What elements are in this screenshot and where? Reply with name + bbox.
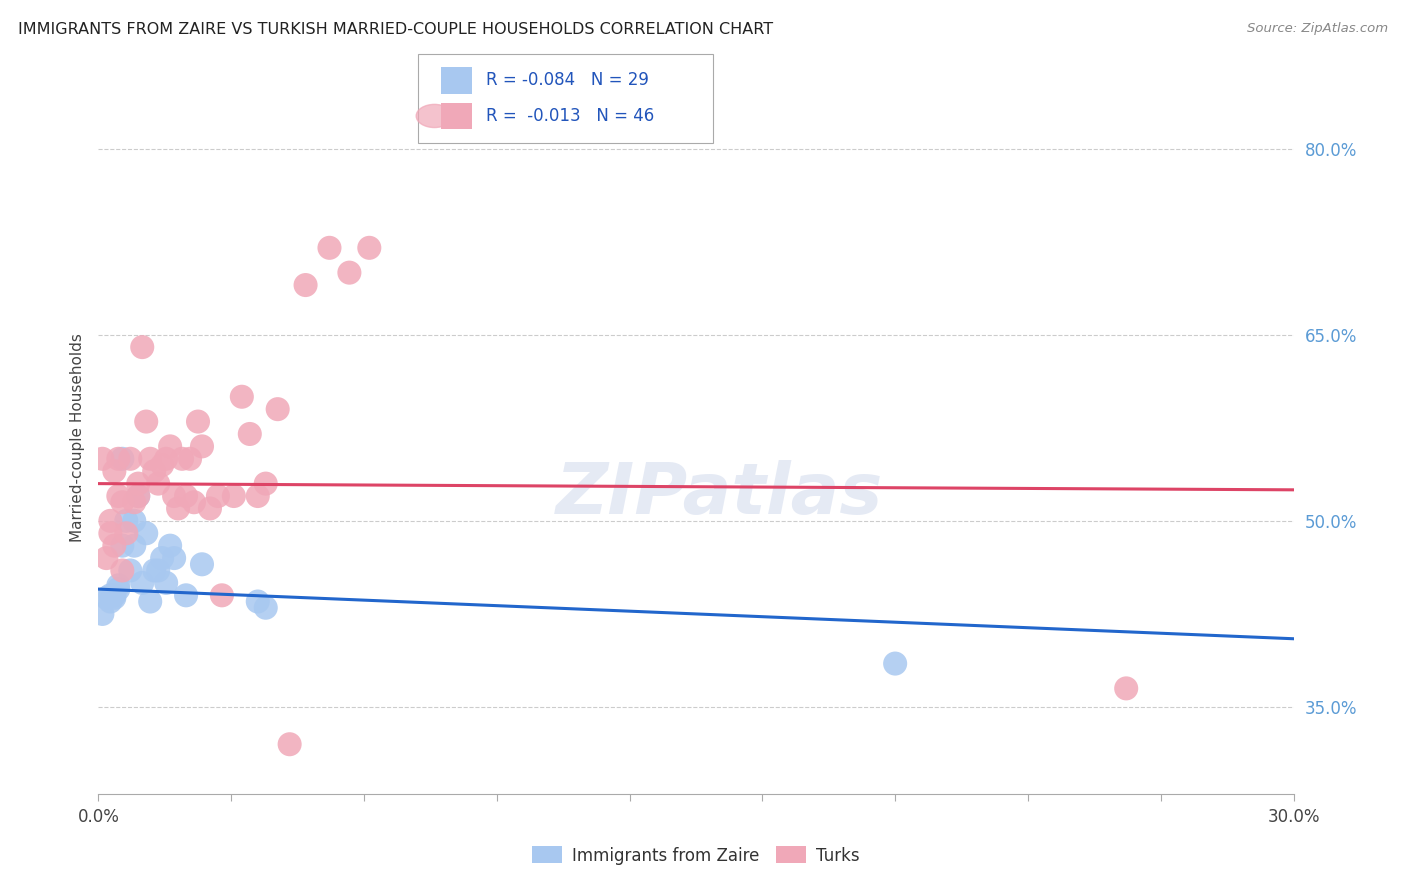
Point bbox=[115, 514, 138, 528]
Y-axis label: Married-couple Households: Married-couple Households bbox=[69, 333, 84, 541]
Point bbox=[91, 451, 114, 466]
Point bbox=[155, 451, 177, 466]
Point bbox=[124, 514, 146, 528]
Point bbox=[115, 526, 138, 541]
Text: ZIPatlas: ZIPatlas bbox=[557, 459, 883, 529]
Point bbox=[172, 451, 194, 466]
Point bbox=[1115, 681, 1137, 696]
Point bbox=[98, 514, 122, 528]
Point bbox=[124, 539, 146, 553]
Point bbox=[231, 390, 253, 404]
Point bbox=[163, 489, 186, 503]
Text: Source: ZipAtlas.com: Source: ZipAtlas.com bbox=[1247, 22, 1388, 36]
Point bbox=[254, 476, 277, 491]
Point bbox=[191, 439, 214, 453]
Point bbox=[103, 591, 125, 605]
Text: R = -0.084   N = 29: R = -0.084 N = 29 bbox=[486, 71, 650, 89]
Point bbox=[143, 564, 166, 578]
Point bbox=[143, 464, 166, 478]
Point bbox=[103, 464, 125, 478]
Point bbox=[103, 539, 125, 553]
Point bbox=[239, 427, 262, 442]
Point bbox=[159, 539, 181, 553]
Point bbox=[278, 737, 301, 751]
Point bbox=[198, 501, 221, 516]
Point bbox=[174, 588, 197, 602]
Point bbox=[111, 564, 134, 578]
Point bbox=[131, 575, 153, 590]
Point bbox=[124, 495, 146, 509]
Point bbox=[139, 451, 162, 466]
Point bbox=[91, 607, 114, 621]
Point bbox=[127, 489, 149, 503]
Point bbox=[96, 591, 118, 605]
Point bbox=[187, 415, 209, 429]
Point bbox=[359, 241, 381, 255]
Point bbox=[148, 476, 170, 491]
Point bbox=[246, 489, 269, 503]
Point bbox=[111, 451, 134, 466]
Point bbox=[155, 575, 177, 590]
Point bbox=[167, 501, 190, 516]
Point bbox=[191, 558, 214, 572]
Point bbox=[148, 564, 170, 578]
Point bbox=[139, 594, 162, 608]
Point bbox=[174, 489, 197, 503]
Point bbox=[179, 451, 201, 466]
Point bbox=[107, 489, 129, 503]
Point bbox=[135, 526, 157, 541]
Point bbox=[107, 582, 129, 596]
Point bbox=[222, 489, 245, 503]
Point bbox=[246, 594, 269, 608]
Point bbox=[163, 551, 186, 566]
Point bbox=[96, 551, 118, 566]
Point bbox=[127, 476, 149, 491]
Point bbox=[159, 439, 181, 453]
Text: IMMIGRANTS FROM ZAIRE VS TURKISH MARRIED-COUPLE HOUSEHOLDS CORRELATION CHART: IMMIGRANTS FROM ZAIRE VS TURKISH MARRIED… bbox=[18, 22, 773, 37]
Point bbox=[98, 588, 122, 602]
Point bbox=[267, 402, 290, 417]
Legend: Immigrants from Zaire, Turks: Immigrants from Zaire, Turks bbox=[526, 839, 866, 871]
Point bbox=[254, 600, 277, 615]
Point bbox=[150, 551, 173, 566]
Point bbox=[111, 495, 134, 509]
Point bbox=[884, 657, 907, 671]
Point bbox=[111, 539, 134, 553]
Point bbox=[103, 588, 125, 602]
Point bbox=[98, 594, 122, 608]
Point bbox=[318, 241, 340, 255]
Point bbox=[120, 564, 142, 578]
Point bbox=[207, 489, 229, 503]
Text: R =  -0.013   N = 46: R = -0.013 N = 46 bbox=[486, 107, 655, 125]
Point bbox=[107, 578, 129, 592]
Point bbox=[339, 266, 361, 280]
Point bbox=[183, 495, 205, 509]
Point bbox=[150, 458, 173, 472]
Point bbox=[211, 588, 233, 602]
Point bbox=[294, 278, 316, 293]
Point bbox=[98, 526, 122, 541]
Point bbox=[131, 340, 153, 354]
Point bbox=[127, 489, 149, 503]
Point bbox=[107, 451, 129, 466]
Point bbox=[135, 415, 157, 429]
Point bbox=[120, 451, 142, 466]
